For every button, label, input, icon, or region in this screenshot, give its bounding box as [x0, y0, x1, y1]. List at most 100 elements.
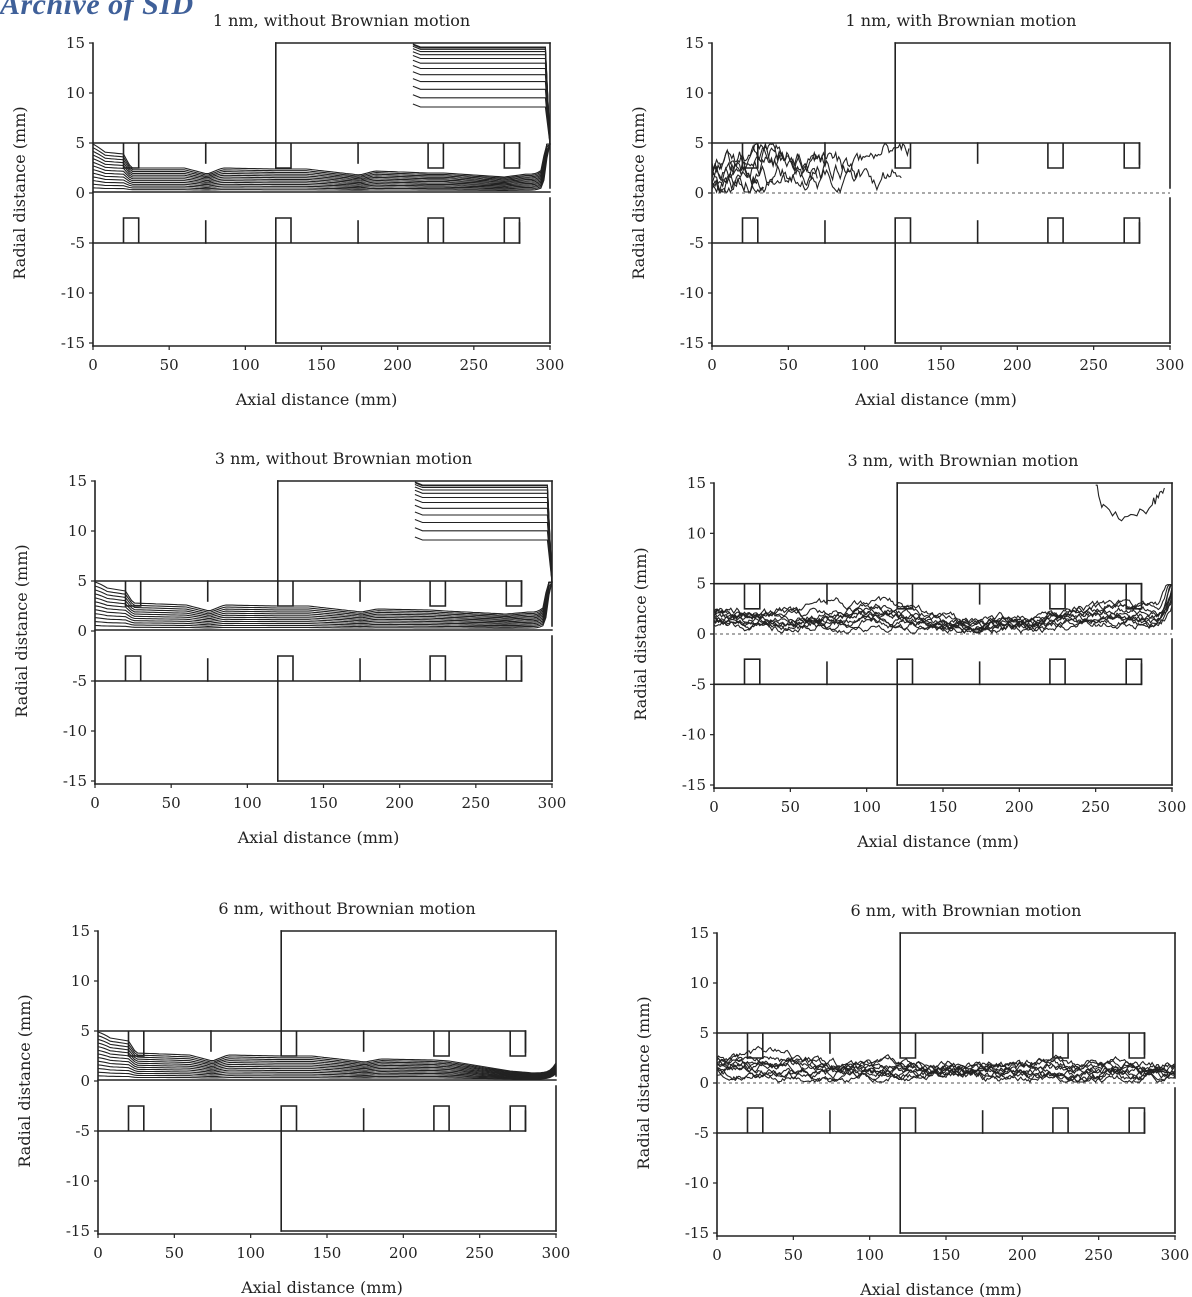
trajectory-line [94, 511, 553, 619]
x-tick-label: 250 [465, 1244, 494, 1262]
x-tick-label: 100 [236, 1244, 265, 1262]
x-tick-label: 150 [309, 794, 338, 812]
geometry-line [746, 1107, 764, 1133]
y-tick-label: -10 [682, 726, 706, 744]
x-axis-label: Axial distance (mm) [240, 1278, 403, 1297]
y-tick-label: -15 [680, 334, 704, 352]
x-tick-label: 50 [160, 356, 179, 374]
geometry-line [429, 655, 447, 681]
x-tick-label: 250 [460, 356, 489, 374]
x-tick-label: 50 [781, 798, 800, 816]
geometry-line [896, 583, 914, 610]
x-tick-label: 200 [1003, 356, 1032, 374]
watermark: Archive of SID [0, 0, 194, 21]
x-tick-label: 0 [88, 356, 98, 374]
x-tick-label: 300 [542, 1244, 571, 1262]
trajectory-line [713, 584, 1172, 631]
trajectory-line [94, 498, 553, 622]
y-tick-label: -15 [682, 776, 706, 794]
y-tick-label: 15 [68, 472, 87, 490]
x-tick-label: 100 [850, 356, 879, 374]
x-tick-label: 300 [1156, 356, 1185, 374]
trajectory-line [97, 1067, 557, 1079]
geometry-line [1052, 1033, 1069, 1059]
x-tick-label: 50 [779, 356, 798, 374]
geometry-line [429, 581, 447, 607]
trajectory-line [94, 483, 553, 627]
x-axis-label: Axial distance (mm) [856, 832, 1019, 851]
x-tick-label: 250 [1081, 798, 1110, 816]
x-tick-label: 0 [709, 798, 719, 816]
geometry-line [1125, 658, 1143, 685]
x-tick-label: 100 [233, 794, 262, 812]
trajectory-line [94, 518, 553, 618]
trajectory-line [92, 54, 551, 186]
trajectory-line [97, 1053, 557, 1077]
trajectory-line [92, 94, 551, 179]
trajectory-line [92, 59, 551, 185]
x-tick-label: 150 [929, 798, 958, 816]
y-tick-label: 10 [690, 974, 709, 992]
trajectory-line [713, 584, 1172, 625]
x-tick-label: 0 [712, 1246, 722, 1264]
y-tick-label: -5 [689, 234, 704, 252]
x-tick-label: 250 [1084, 1246, 1113, 1264]
y-tick-label: -15 [685, 1224, 709, 1242]
geometry-line [503, 217, 521, 243]
trajectory-line [94, 536, 553, 615]
y-tick-label: 5 [80, 1022, 90, 1040]
y-tick-label: 0 [699, 1074, 709, 1092]
trajectory-line [97, 1042, 557, 1075]
geometry-line [433, 1105, 450, 1131]
y-tick-label: -5 [694, 1124, 709, 1142]
x-axis-label: Axial distance (mm) [237, 828, 400, 847]
x-axis-label: Axial distance (mm) [235, 390, 398, 409]
y-tick-label: 5 [696, 575, 706, 593]
x-tick-label: 150 [313, 1244, 342, 1262]
geometry-line [1128, 1107, 1146, 1133]
y-tick-label: -15 [61, 334, 85, 352]
x-tick-label: 100 [231, 356, 260, 374]
geometry-line [1047, 217, 1064, 243]
geometry-line [509, 1031, 527, 1057]
trajectory-line [716, 1067, 1176, 1083]
geometry-line [124, 655, 142, 681]
trajectory-line [716, 1054, 1176, 1082]
y-tick-label: 15 [66, 34, 85, 52]
geometry-line [433, 1031, 450, 1057]
x-tick-label: 200 [1008, 1246, 1037, 1264]
trajectory-line [97, 1046, 557, 1076]
y-tick-label: 0 [77, 622, 87, 640]
y-tick-label: 10 [685, 84, 704, 102]
y-tick-label: -10 [66, 1172, 90, 1190]
geometry-line [1049, 658, 1066, 685]
y-axis-label: Radial distance (mm) [10, 106, 29, 279]
x-tick-label: 100 [852, 798, 881, 816]
geometry-line [503, 143, 521, 169]
trajectory-line [92, 45, 551, 189]
y-axis-label: Radial distance (mm) [15, 994, 34, 1167]
y-tick-label: 0 [694, 184, 704, 202]
geometry-line [894, 217, 912, 243]
x-axis-label: Axial distance (mm) [859, 1280, 1022, 1297]
trajectory-line [716, 1059, 1176, 1083]
trajectory-line [711, 150, 858, 194]
trajectory-line [713, 584, 1173, 633]
x-tick-label: 50 [165, 1244, 184, 1262]
x-tick-label: 250 [1079, 356, 1108, 374]
x-axis-label: Axial distance (mm) [854, 390, 1017, 409]
chart-title: 1 nm, without Brownian motion [213, 11, 470, 30]
y-tick-label: 0 [80, 1072, 90, 1090]
geometry-line [743, 583, 761, 610]
trajectory-line [94, 481, 553, 629]
y-tick-label: 15 [71, 922, 90, 940]
y-tick-label: -10 [685, 1174, 709, 1192]
trajectory-line [94, 482, 553, 628]
x-tick-label: 300 [1161, 1246, 1190, 1264]
geometry-line [427, 217, 445, 243]
y-tick-label: -10 [680, 284, 704, 302]
